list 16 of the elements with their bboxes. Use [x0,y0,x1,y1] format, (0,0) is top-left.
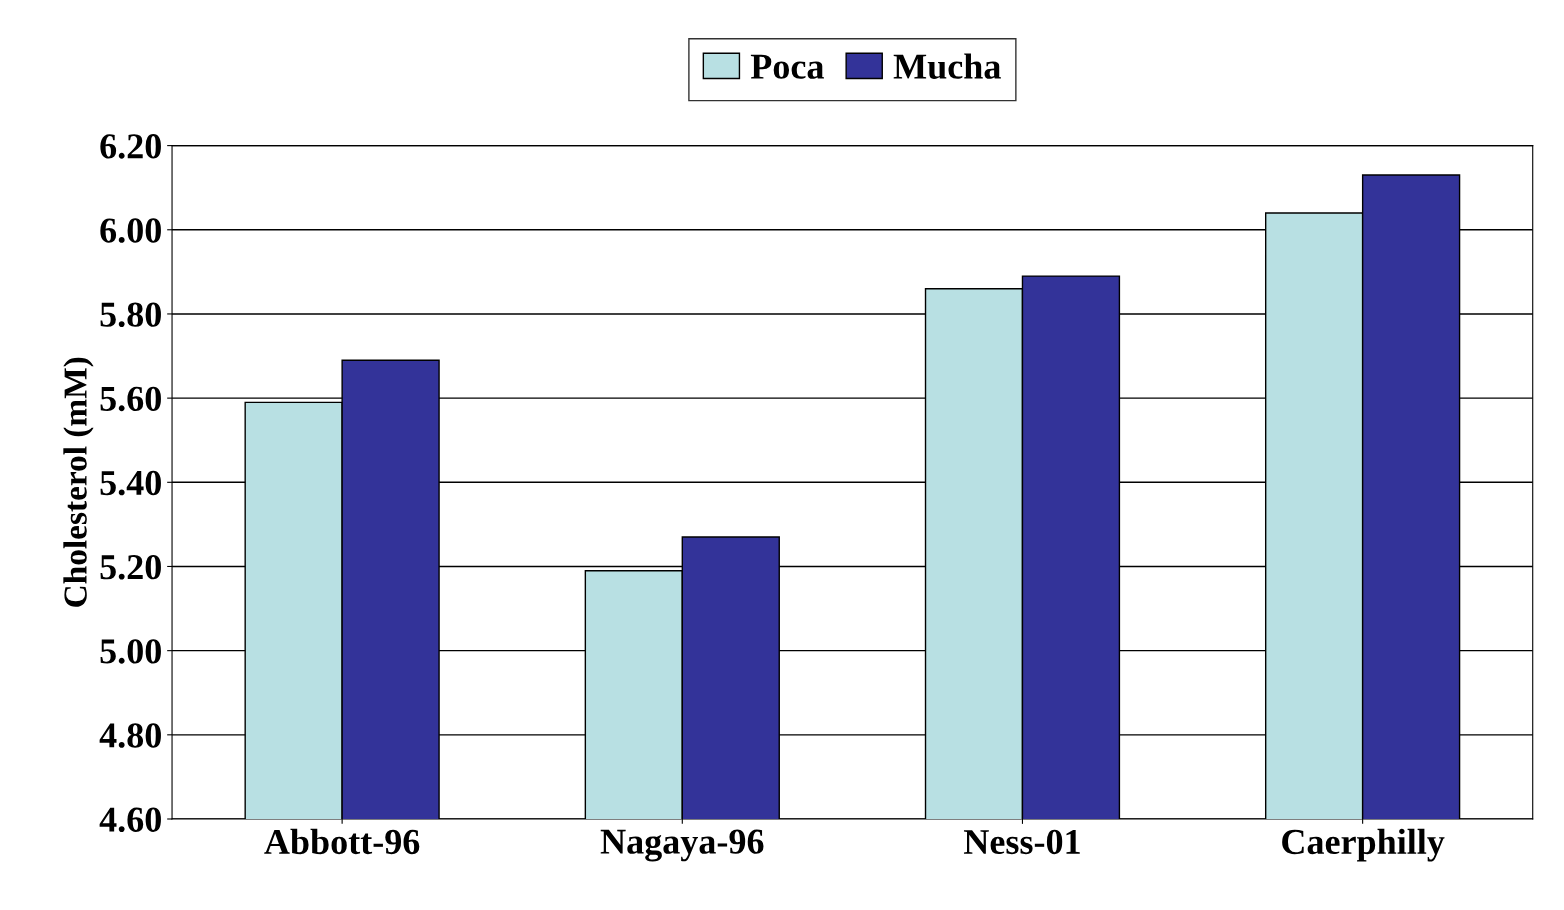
y-tick-label: 5.40 [100,470,161,496]
y-tick-label: 6.20 [100,134,161,159]
x-tick-label: Abbott-96 [264,828,420,855]
x-tick-label: Ness-01 [963,829,1080,855]
y-tick-label: 5.80 [100,302,161,327]
y-tick-label: 4.60 [99,807,161,833]
x-tick-label: Caerphilly [1282,828,1445,862]
legend-label: Poca [750,54,824,79]
y-tick-label: 5.00 [100,639,161,664]
legend-label: Mucha [893,53,1001,79]
y-tick-label: 5.20 [100,554,161,580]
y-tick-label: 5.60 [100,386,161,412]
x-tick-label: Nagaya-96 [600,829,764,862]
y-axis-title: Cholesterol (mM) [63,357,94,607]
y-tick-label: 4.80 [99,723,161,748]
y-tick-label: 6.00 [100,218,161,243]
